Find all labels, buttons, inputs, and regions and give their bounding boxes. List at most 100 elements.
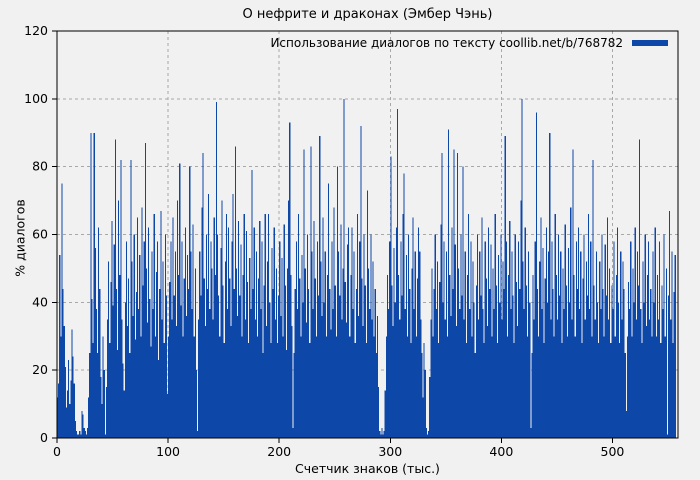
y-tick-label: 100: [24, 91, 48, 106]
bar: [644, 234, 646, 438]
bar: [422, 397, 424, 438]
bar: [258, 278, 260, 438]
bar: [229, 278, 231, 438]
x-tick-label: 100: [156, 444, 180, 459]
bar: [476, 234, 479, 438]
bar: [419, 251, 421, 438]
bar: [309, 343, 311, 438]
bar: [619, 343, 621, 438]
bar: [355, 288, 357, 438]
bar: [553, 336, 555, 438]
bar: [342, 268, 344, 438]
bar: [219, 336, 221, 438]
bar: [436, 261, 439, 438]
bar: [196, 431, 199, 438]
bar: [596, 302, 599, 438]
bar: [555, 275, 557, 438]
bar: [119, 275, 121, 438]
bar: [179, 163, 181, 438]
bar: [542, 248, 544, 438]
bar: [415, 336, 417, 438]
bar: [57, 397, 59, 438]
bar: [573, 275, 575, 438]
bar: [381, 427, 383, 438]
bar: [63, 326, 65, 438]
bar: [198, 319, 200, 438]
bar: [668, 295, 670, 438]
bar: [506, 336, 509, 438]
bar: [261, 241, 263, 438]
bar: [505, 241, 507, 438]
bar: [144, 142, 146, 438]
bar: [300, 336, 302, 438]
bar: [578, 227, 580, 438]
bar: [108, 261, 110, 438]
bar: [176, 200, 179, 438]
bar: [228, 227, 230, 438]
bar: [618, 302, 620, 438]
bar: [82, 414, 84, 438]
bar: [242, 275, 244, 438]
bar: [152, 309, 154, 438]
bar: [240, 244, 242, 438]
bar: [212, 319, 214, 438]
bar: [590, 241, 592, 438]
legend-swatch: [632, 40, 668, 46]
bar: [320, 261, 322, 438]
bar: [334, 285, 336, 439]
y-tick-label: 120: [24, 23, 48, 38]
bar: [571, 319, 573, 438]
bar: [361, 278, 363, 438]
bar: [104, 434, 106, 438]
bar: [111, 220, 113, 438]
bar: [429, 376, 431, 438]
bar: [269, 302, 271, 438]
bar: [580, 251, 582, 438]
bar: [202, 153, 204, 438]
bar: [459, 309, 461, 438]
bar: [351, 227, 353, 438]
bar: [122, 363, 124, 438]
bar: [426, 434, 429, 438]
bar: [453, 149, 455, 438]
bar: [64, 366, 66, 438]
bar: [602, 288, 604, 438]
bar: [77, 434, 79, 438]
bar: [389, 241, 391, 438]
bar: [541, 309, 543, 438]
bar: [349, 336, 351, 438]
bar: [420, 319, 422, 438]
bar: [254, 319, 256, 438]
bar: [508, 275, 510, 438]
bar: [513, 343, 515, 438]
bar: [223, 343, 225, 438]
bar: [85, 434, 87, 438]
bar: [83, 427, 85, 438]
bar: [284, 285, 286, 439]
bar: [654, 227, 656, 438]
bar: [146, 322, 149, 438]
bar: [633, 302, 635, 438]
bar: [326, 275, 329, 438]
bar: [521, 98, 523, 438]
bar: [380, 434, 382, 438]
bar: [262, 353, 264, 438]
bar: [138, 309, 140, 438]
bar: [192, 224, 194, 438]
bar: [620, 251, 622, 438]
bar: [670, 319, 672, 438]
bar: [293, 353, 295, 438]
bar: [451, 227, 453, 438]
bar: [246, 281, 249, 438]
bar: [185, 315, 187, 438]
bar: [183, 278, 185, 438]
bar: [248, 343, 250, 438]
bar: [359, 241, 361, 438]
bar: [586, 295, 589, 438]
bar: [139, 254, 141, 438]
bar: [368, 268, 370, 438]
bar: [411, 268, 413, 438]
bar: [374, 288, 376, 438]
bar: [292, 427, 294, 438]
